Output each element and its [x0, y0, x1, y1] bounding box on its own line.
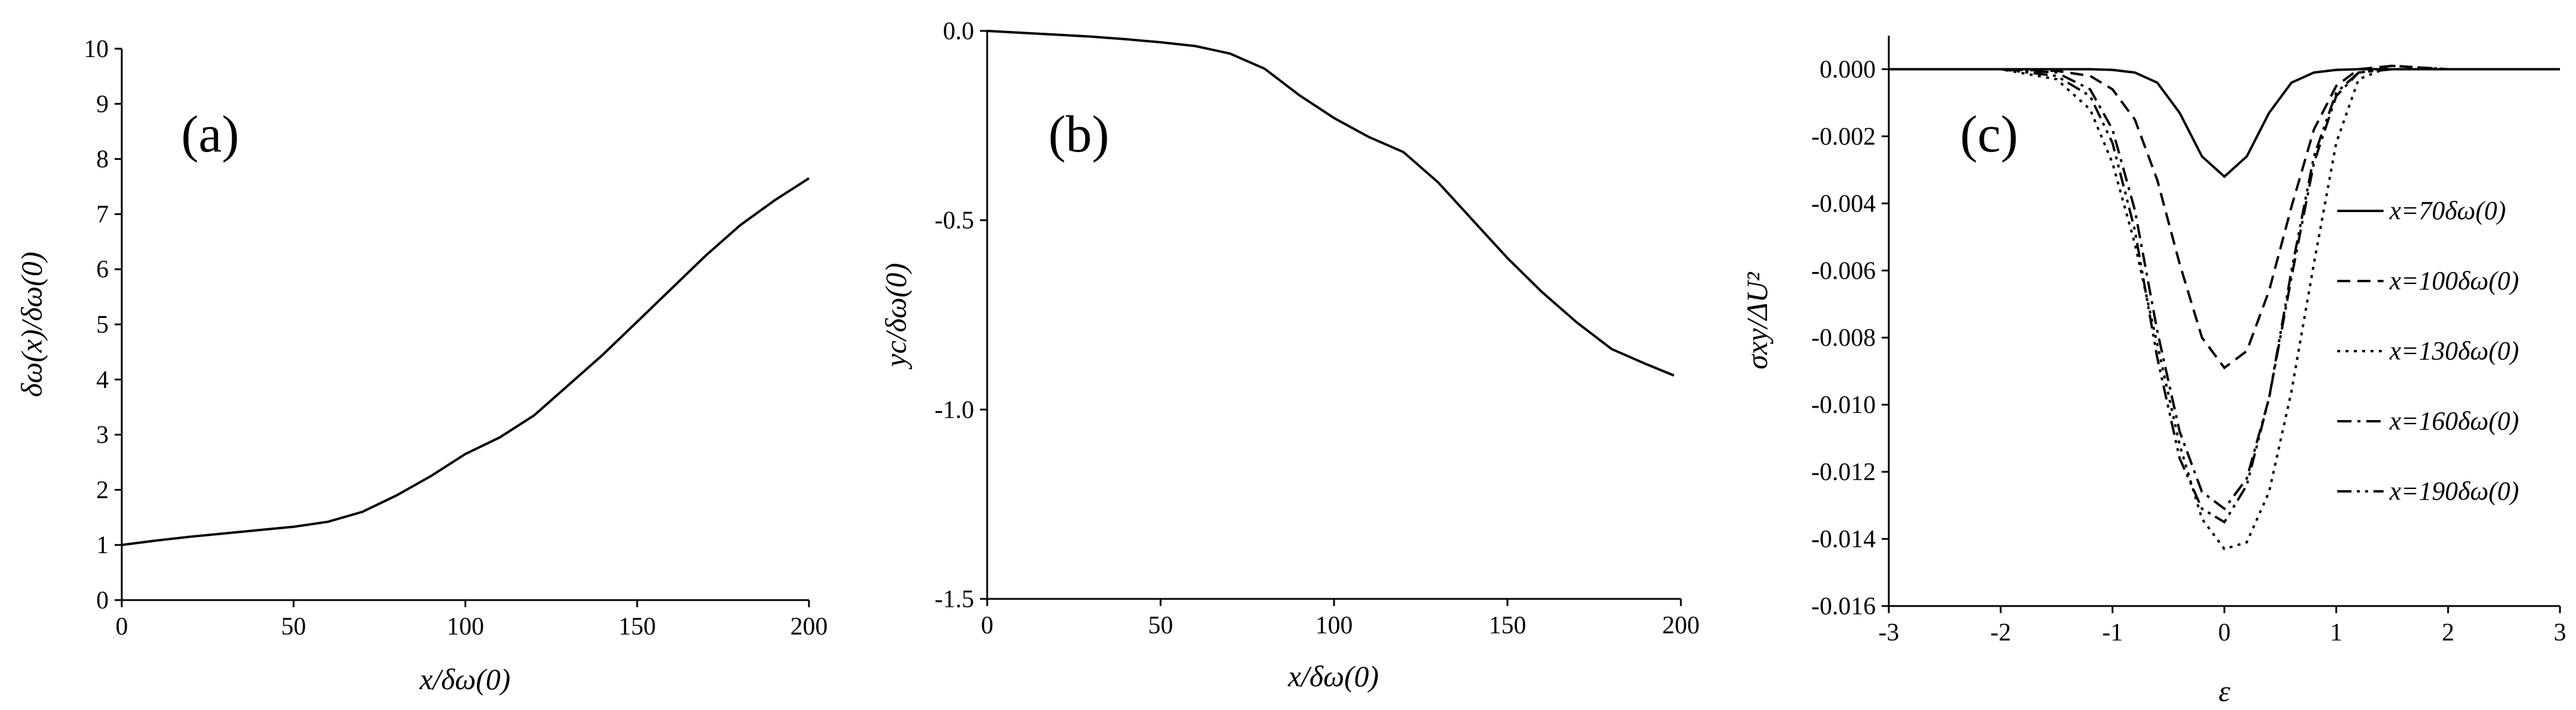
y-tick-label: -0.004 [1812, 190, 1876, 217]
panel-c-label: (c) [1960, 106, 2018, 163]
y-tick-label: -0.010 [1812, 392, 1876, 419]
y-tick-label: 8 [96, 146, 109, 173]
panel-c-legend: x=70δω(0) x=100δω(0) x=130δω(0) x=160δω(0) x… [2337, 196, 2519, 506]
x-tick-label: 2 [2442, 619, 2454, 646]
legend-label: x=100δω(0) [2389, 266, 2519, 295]
y-tick-label: -0.006 [1812, 257, 1876, 285]
x-tick-label: 0 [981, 612, 994, 639]
panel-a-label: (a) [181, 106, 239, 163]
legend-label: x=70δω(0) [2389, 196, 2506, 225]
y-tick-label: 0.000 [1820, 56, 1876, 83]
y-tick-label: 2 [96, 477, 109, 504]
series-line-1 [121, 177, 810, 547]
legend-label: x=160δω(0) [2389, 406, 2519, 436]
y-tick-label: -0.002 [1812, 123, 1876, 150]
panel-c: -3 -2 -1 0 1 2 3 -0.016 -0.014 -0.012 -0.010 -0.00… [1740, 36, 2566, 708]
series-line-1 [1889, 68, 2560, 178]
y-tick-label: -0.012 [1812, 459, 1876, 486]
y-tick-label: 9 [96, 91, 109, 118]
x-tick-label: 200 [791, 613, 828, 640]
x-tick-label: -1 [2102, 619, 2123, 646]
legend-label: x=130δω(0) [2389, 336, 2519, 365]
x-tick-label: 100 [1316, 612, 1353, 639]
x-tick-label: -3 [1879, 619, 1899, 646]
y-tick-label: 5 [96, 311, 109, 339]
x-tick-label: -2 [1990, 619, 2011, 646]
panel-a-x-axis-label: x/δω(0) [419, 662, 511, 696]
legend-label: x=190δω(0) [2389, 477, 2519, 506]
panel-b: 0 50 100 150 200 -1.5 -1.0 -0.5 0.0 (b) x/δω(0)… [879, 18, 1700, 693]
series-line-3 [1889, 64, 2560, 551]
series-line-5 [1889, 68, 2560, 524]
panel-b-x-axis-label: x/δω(0) [1288, 659, 1379, 693]
panel-c-x-axis-label: ε [2218, 674, 2230, 708]
x-tick-label: 150 [1489, 612, 1526, 639]
y-tick-label: 3 [96, 422, 109, 449]
y-tick-label: -1.5 [935, 586, 975, 613]
y-tick-label: 0.0 [943, 18, 975, 45]
y-tick-label: -0.008 [1812, 324, 1876, 352]
panel-a: 0 50 100 150 200 0 1 2 3 4 5 6 7 8 9 10 (a) x/δω(0) δω… [15, 36, 828, 696]
x-tick-label: 0 [2218, 619, 2231, 646]
panel-b-y-axis-label: yc/δω(0) [879, 263, 912, 370]
series-line-1 [987, 30, 1675, 377]
x-tick-label: 1 [2330, 619, 2343, 646]
y-tick-label: -0.014 [1812, 526, 1876, 553]
panel-a-y-axis-label: δω(x)/δω(0) [15, 252, 48, 397]
series-line-4 [1889, 68, 2560, 511]
x-tick-label: 200 [1662, 612, 1700, 639]
x-tick-label: 150 [618, 613, 656, 640]
x-tick-label: 50 [281, 613, 306, 640]
y-tick-label: 4 [96, 367, 109, 394]
panel-b-label: (b) [1048, 106, 1110, 163]
y-tick-label: 10 [84, 36, 109, 63]
y-tick-label: -1.0 [935, 396, 975, 424]
y-tick-label: 7 [96, 201, 109, 228]
x-tick-label: 100 [447, 613, 484, 640]
y-tick-label: -0.016 [1812, 593, 1876, 620]
x-tick-label: 0 [116, 613, 128, 640]
series-line-2 [1889, 64, 2560, 370]
y-tick-label: -0.5 [935, 207, 975, 235]
y-tick-label: 0 [96, 587, 109, 614]
y-tick-label: 1 [96, 532, 109, 559]
y-tick-label: 6 [96, 256, 109, 283]
x-tick-label: 50 [1148, 612, 1173, 639]
x-tick-label: 3 [2554, 619, 2566, 646]
panel-c-y-axis-label: σxy/ΔU² [1740, 272, 1774, 369]
